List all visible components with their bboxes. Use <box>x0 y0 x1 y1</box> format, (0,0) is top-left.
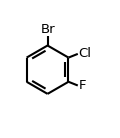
Text: Br: Br <box>41 23 55 36</box>
Text: Cl: Cl <box>78 47 91 60</box>
Text: F: F <box>78 79 86 92</box>
